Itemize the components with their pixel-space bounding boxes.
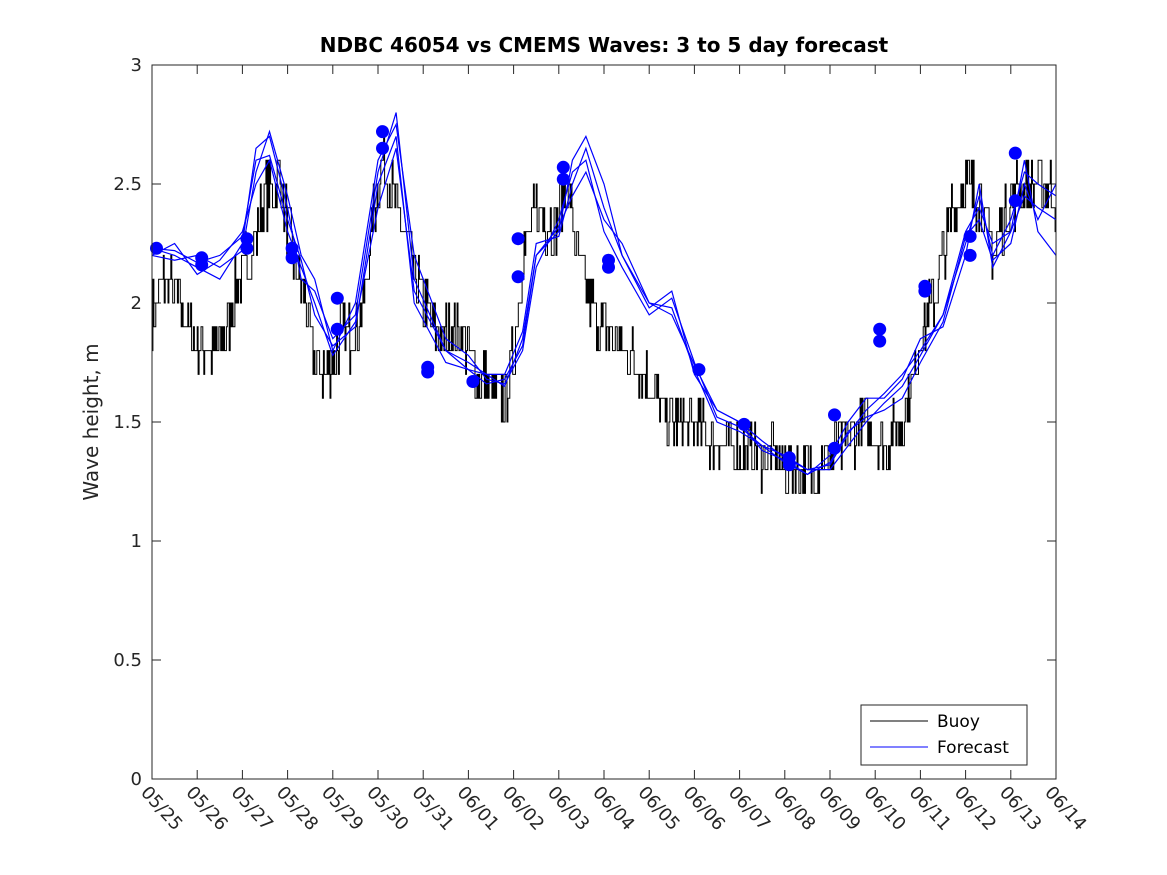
forecast-marker — [556, 160, 570, 174]
x-tick-label: 05/29 — [317, 782, 367, 835]
legend: Buoy Forecast — [860, 704, 1028, 766]
y-tick-labels: 0 0.5 1 1.5 2 2.5 3 — [113, 55, 142, 790]
forecast-line — [151, 136, 1057, 471]
chart-title: NDBC 46054 vs CMEMS Waves: 3 to 5 day fo… — [320, 33, 889, 57]
forecast-marker — [285, 241, 299, 255]
forecast-line — [151, 112, 1057, 471]
forecast-marker — [828, 408, 841, 422]
forecast-marker — [782, 458, 796, 472]
forecast-marker — [195, 258, 209, 272]
forecast-marker — [737, 417, 751, 431]
forecast-marker — [963, 248, 977, 262]
x-tick-label: 06/03 — [543, 782, 593, 835]
plot-area — [152, 65, 1056, 779]
forecast-marker — [376, 141, 389, 155]
forecast-marker — [873, 322, 887, 336]
forecast-marker — [511, 232, 525, 246]
x-tick-label: 06/09 — [814, 782, 864, 835]
x-tick-label: 05/30 — [362, 782, 412, 835]
x-tick-label: 06/13 — [995, 782, 1045, 835]
forecast-marker — [285, 251, 299, 265]
forecast-series — [151, 112, 1057, 476]
x-tick-label: 05/27 — [227, 782, 277, 835]
forecast-marker — [150, 241, 163, 255]
x-tick-label: 06/12 — [950, 782, 1000, 835]
forecast-marker — [918, 284, 932, 298]
x-tick-label: 05/25 — [136, 782, 186, 835]
forecast-marker — [1008, 146, 1022, 160]
y-axis-label: Wave height, m — [79, 343, 103, 500]
forecast-marker — [466, 375, 480, 388]
forecast-marker — [421, 365, 435, 379]
x-tick-label: 05/31 — [407, 782, 457, 835]
y-tick-label: 0 — [131, 769, 142, 790]
forecast-markers — [150, 125, 1022, 472]
x-tick-label: 06/11 — [905, 782, 955, 835]
y-tick-label: 1.5 — [113, 412, 142, 433]
x-tick-labels: 05/2505/2605/2705/2805/2905/3005/3106/01… — [136, 782, 1090, 835]
x-tick-label: 06/14 — [1040, 782, 1090, 835]
forecast-marker — [692, 363, 706, 377]
forecast-marker — [828, 441, 841, 455]
x-tick-label: 06/01 — [453, 782, 503, 835]
y-tick-label: 0.5 — [113, 650, 142, 671]
x-tick-label: 06/05 — [633, 782, 683, 835]
legend-label-buoy: Buoy — [937, 712, 980, 732]
forecast-marker — [963, 229, 977, 243]
plot-frame — [151, 64, 1057, 780]
forecast-marker — [240, 241, 254, 255]
x-tick-label: 06/10 — [859, 782, 909, 835]
forecast-marker — [556, 172, 570, 186]
y-tick-label: 3 — [131, 55, 142, 76]
forecast-marker — [602, 260, 615, 274]
x-tick-label: 05/26 — [181, 782, 231, 835]
x-tick-label: 06/04 — [588, 782, 638, 835]
y-tick-label: 2.5 — [113, 174, 142, 195]
x-tick-label: 06/06 — [679, 782, 729, 835]
legend-label-forecast: Forecast — [937, 738, 1009, 758]
x-tick-label: 06/07 — [724, 782, 774, 835]
forecast-marker — [330, 291, 344, 305]
forecast-marker — [376, 125, 389, 139]
forecast-marker — [240, 232, 254, 246]
buoy-series — [152, 135, 1057, 494]
forecast-line — [151, 148, 1057, 476]
x-tick-label: 05/28 — [272, 782, 322, 835]
forecast-marker — [511, 270, 525, 284]
y-tick-label: 2 — [131, 293, 142, 314]
forecast-marker — [873, 334, 887, 348]
y-tick-label: 1 — [131, 531, 142, 552]
buoy-line — [152, 135, 1057, 494]
legend-box — [860, 704, 1028, 766]
forecast-marker — [1008, 194, 1022, 208]
forecast-marker — [330, 322, 344, 336]
x-tick-label: 06/02 — [498, 782, 548, 835]
x-tick-label: 06/08 — [769, 782, 819, 835]
